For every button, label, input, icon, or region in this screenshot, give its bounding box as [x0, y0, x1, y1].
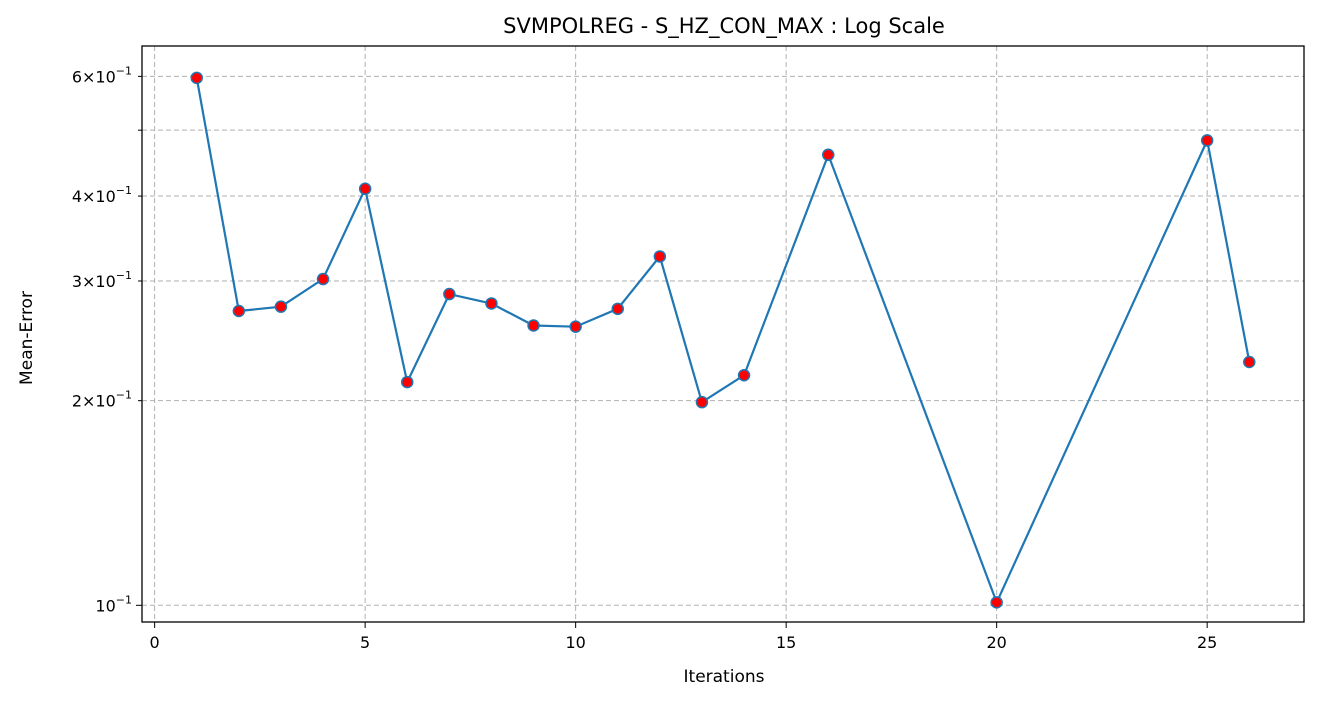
x-tick-label: 20 — [986, 633, 1006, 652]
data-point — [695, 395, 709, 409]
data-point — [358, 182, 372, 196]
y-tick-label: 4×10−1 — [72, 184, 132, 206]
x-tick-label: 10 — [565, 633, 585, 652]
x-tick-label: 5 — [360, 633, 370, 652]
y-tick-label: 2×10−1 — [72, 389, 132, 411]
x-tick-label: 25 — [1197, 633, 1217, 652]
y-tick-label: 6×10−1 — [72, 64, 132, 86]
y-axis: 10−1 2×10−1 3×10−1 4×10−1 6×10−1 — [72, 64, 142, 615]
x-tick-label: 0 — [150, 633, 160, 652]
grid — [142, 46, 1304, 622]
y-tick-label: 3×10−1 — [72, 269, 132, 291]
x-tick-label: 15 — [776, 633, 796, 652]
series-line — [195, 77, 1251, 606]
data-point — [274, 300, 288, 313]
data-point — [232, 304, 246, 318]
y-tick-label: 10−1 — [95, 593, 132, 615]
data-point — [822, 148, 835, 162]
data-point — [737, 368, 751, 382]
data-point — [400, 375, 414, 389]
x-axis-label: Iterations — [684, 667, 765, 687]
data-point — [316, 272, 330, 286]
x-axis: 0 5 10 15 20 25 — [150, 622, 1217, 652]
data-point — [1200, 134, 1214, 147]
data-point — [611, 302, 624, 316]
data-point — [653, 250, 667, 263]
data-point — [443, 287, 456, 301]
plot-frame — [141, 45, 1305, 623]
data-point — [527, 319, 540, 332]
series-layer — [190, 71, 1256, 609]
data-point — [190, 71, 203, 85]
data-point — [569, 320, 582, 333]
data-point — [1243, 355, 1256, 369]
data-point — [485, 297, 498, 310]
chart-title: SVMPOLREG - S_HZ_CON_MAX : Log Scale — [503, 14, 945, 39]
data-point — [990, 596, 1003, 609]
y-axis-label: Mean-Error — [17, 291, 37, 385]
